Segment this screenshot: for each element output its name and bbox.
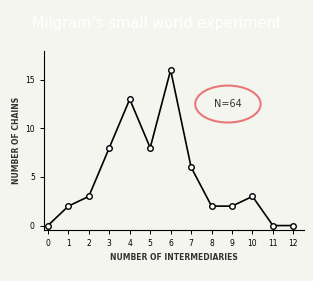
Text: Milgram’s small world experiment: Milgram’s small world experiment <box>32 16 281 31</box>
Text: N=64: N=64 <box>214 99 242 109</box>
X-axis label: NUMBER OF INTERMEDIARIES: NUMBER OF INTERMEDIARIES <box>110 253 238 262</box>
Y-axis label: NUMBER OF CHAINS: NUMBER OF CHAINS <box>12 97 21 184</box>
